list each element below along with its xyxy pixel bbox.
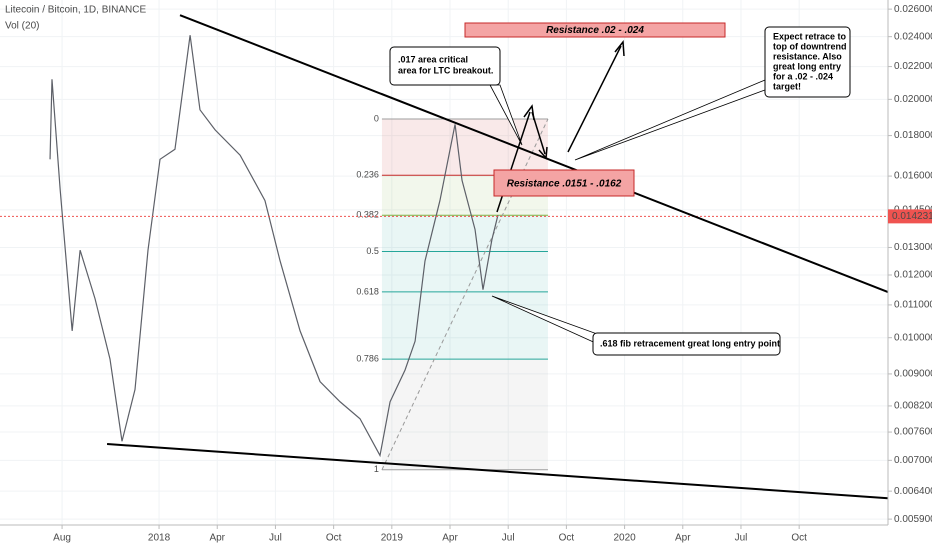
x-tick-label: 2019 — [381, 533, 404, 544]
arrow — [531, 111, 546, 155]
x-tick-label: Jul — [502, 533, 515, 544]
x-tick-label: 2018 — [148, 533, 171, 544]
annotation-text: for a .02 - .024 — [773, 71, 833, 81]
y-tick-label: 0.024000 — [894, 31, 932, 42]
resistance-box — [493, 169, 635, 197]
fib-zone — [381, 215, 548, 252]
y-tick-label: 0.007000 — [894, 455, 932, 466]
x-tick-label: 2020 — [613, 533, 636, 544]
fib-label: 0.5 — [366, 246, 379, 256]
x-tick-label: Jul — [269, 533, 282, 544]
fib-label: 0 — [374, 113, 379, 123]
fib-zone — [381, 118, 548, 176]
fib-zone — [381, 251, 548, 292]
annotation-text: Expect retrace to — [773, 31, 847, 41]
callout-box — [389, 46, 501, 86]
x-tick-label: Apr — [675, 533, 691, 544]
fib-label: 0.786 — [356, 354, 379, 364]
axes: 0.026000 0.024000 0.022000 0.020000 0.018000… — [53, 4, 932, 544]
annotation-text: top of downtrend — [773, 41, 846, 51]
y-tick-label: 0.026000 — [894, 4, 932, 15]
y-tick-label: 0.008200 — [894, 401, 932, 412]
resistance-box — [464, 22, 726, 38]
arrow-head — [614, 40, 625, 57]
trendline — [107, 443, 889, 500]
callout-box — [764, 26, 851, 98]
y-tick-label: 0.012000 — [894, 270, 932, 281]
fib-label: 1 — [374, 464, 379, 474]
trendline — [179, 14, 889, 293]
annotation-text: .017 area critical — [398, 54, 468, 64]
fib-retracement: 0 0.236 0.382 0.5 0.618 0.786 1 — [356, 113, 549, 474]
fib-zone — [381, 359, 548, 470]
annotations: Resistance .02 - .024 Resistance .0151 -… — [389, 22, 851, 356]
arrow-head — [538, 146, 548, 160]
y-tick-label: 0.013000 — [894, 242, 932, 253]
x-tick-label: Oct — [326, 533, 342, 544]
annotation-text: target! — [773, 81, 801, 91]
last-price-label: 0.014231 — [892, 211, 932, 222]
y-tick-label: 0.022000 — [894, 61, 932, 72]
price-line — [49, 35, 499, 458]
x-tick-label: Oct — [791, 533, 807, 544]
arrow — [567, 45, 622, 153]
fib-label: 0.382 — [356, 210, 379, 220]
y-tick-label: 0.011000 — [894, 300, 932, 311]
x-tick-label: Apr — [442, 533, 458, 544]
x-tick-label: Jul — [735, 533, 748, 544]
fib-zone — [381, 291, 548, 360]
annotation-text: great long entry — [773, 61, 841, 71]
x-tick-label: Oct — [559, 533, 575, 544]
annotation-text: area for LTC breakout. — [398, 65, 493, 75]
trendlines — [107, 14, 889, 500]
annotation-text: Resistance .0151 - .0162 — [507, 179, 622, 190]
y-axis-area — [888, 0, 932, 550]
y-tick-label: 0.006400 — [894, 486, 932, 497]
callout-box — [592, 332, 781, 356]
chart-subtitle: Vol (20) — [5, 21, 39, 32]
x-tick-label: Apr — [209, 533, 225, 544]
fib-label: 0.236 — [356, 170, 379, 180]
y-tick-label: 0.007600 — [894, 427, 932, 438]
chart-title: Litecoin / Bitcoin, 1D, BINANCE — [5, 5, 146, 16]
annotation-text: Resistance .02 - .024 — [546, 25, 644, 36]
y-tick-label: 0.016000 — [894, 171, 932, 182]
y-tick-label: 0.005900 — [894, 514, 932, 525]
y-tick-label: 0.010000 — [894, 332, 932, 343]
annotation-text: resistance. Also — [773, 51, 842, 61]
annotation-text: .618 fib retracement great long entry po… — [600, 338, 780, 348]
y-tick-label: 0.009000 — [894, 369, 932, 380]
y-tick-label: 0.018000 — [894, 130, 932, 141]
fib-label: 0.618 — [356, 286, 379, 296]
y-tick-label: 0.020000 — [894, 94, 932, 105]
x-tick-label: Aug — [53, 533, 71, 544]
price — [0, 35, 888, 458]
callout-pointers — [489, 79, 766, 346]
last-price-tag — [888, 209, 932, 224]
